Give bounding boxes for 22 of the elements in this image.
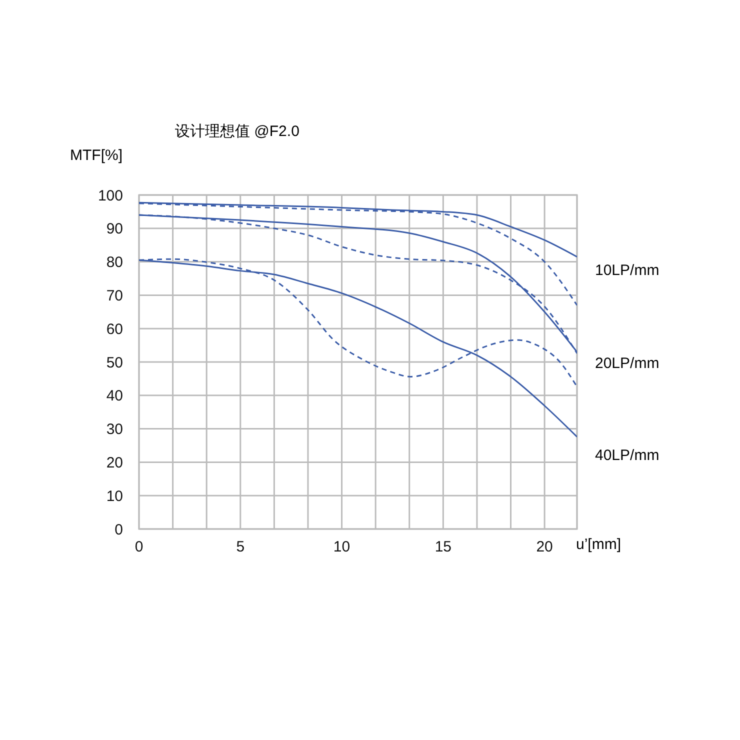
- x-tick-label: 0: [134, 538, 144, 556]
- y-tick-label: 60: [106, 320, 123, 338]
- x-tick-label: 5: [236, 538, 245, 556]
- text: 20LP/mm: [595, 354, 660, 372]
- y-tick-label: 20: [106, 454, 123, 472]
- y-tick-label: 50: [106, 354, 123, 372]
- x-axis-title: u’[mm]: [576, 536, 621, 553]
- chart-title: 设计理想值 @F2.0: [175, 122, 300, 141]
- y-tick-label: 90: [106, 220, 123, 238]
- y-axis-title: MTF[%]: [70, 147, 122, 164]
- y-tick-label: 80: [106, 254, 123, 272]
- y-tick-label: 100: [98, 187, 123, 204]
- x-tick-label: 15: [434, 538, 452, 556]
- y-tick-label: 40: [106, 388, 123, 405]
- y-tick-label: 70: [106, 288, 123, 305]
- x-tick-label: 20: [536, 538, 553, 556]
- text: 40LP/mm: [595, 447, 660, 464]
- y-tick-label: 30: [106, 421, 123, 438]
- y-tick-label: 10: [106, 488, 123, 505]
- text: 10LP/mm: [595, 262, 660, 279]
- x-tick-label: 10: [333, 538, 350, 556]
- y-tick-label: 0: [114, 521, 123, 538]
